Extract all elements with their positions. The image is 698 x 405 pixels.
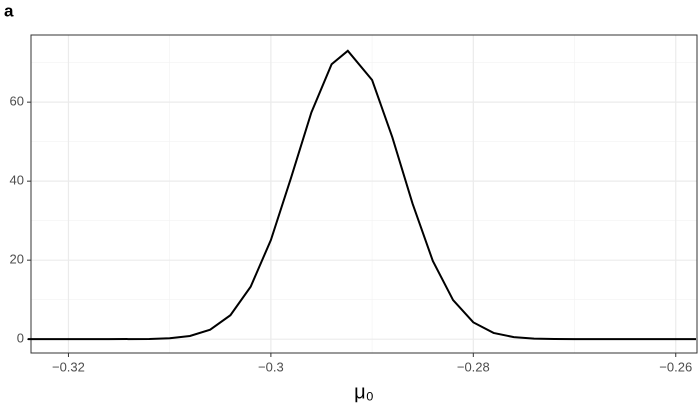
panel-border (30, 34, 698, 354)
x-tick-label: −0.26 (659, 359, 692, 374)
x-tick-label: −0.28 (457, 359, 490, 374)
x-axis-label: μ₀ (354, 381, 374, 403)
x-tick-label: −0.3 (258, 359, 284, 374)
panel-tag: a (4, 1, 14, 20)
x-tick-label: −0.32 (52, 359, 85, 374)
y-tick-label: 60 (10, 94, 24, 109)
density-line (27, 49, 696, 341)
y-tick-label: 40 (10, 173, 24, 188)
y-tick-label: 0 (17, 331, 24, 346)
y-tick-label: 20 (10, 252, 24, 267)
